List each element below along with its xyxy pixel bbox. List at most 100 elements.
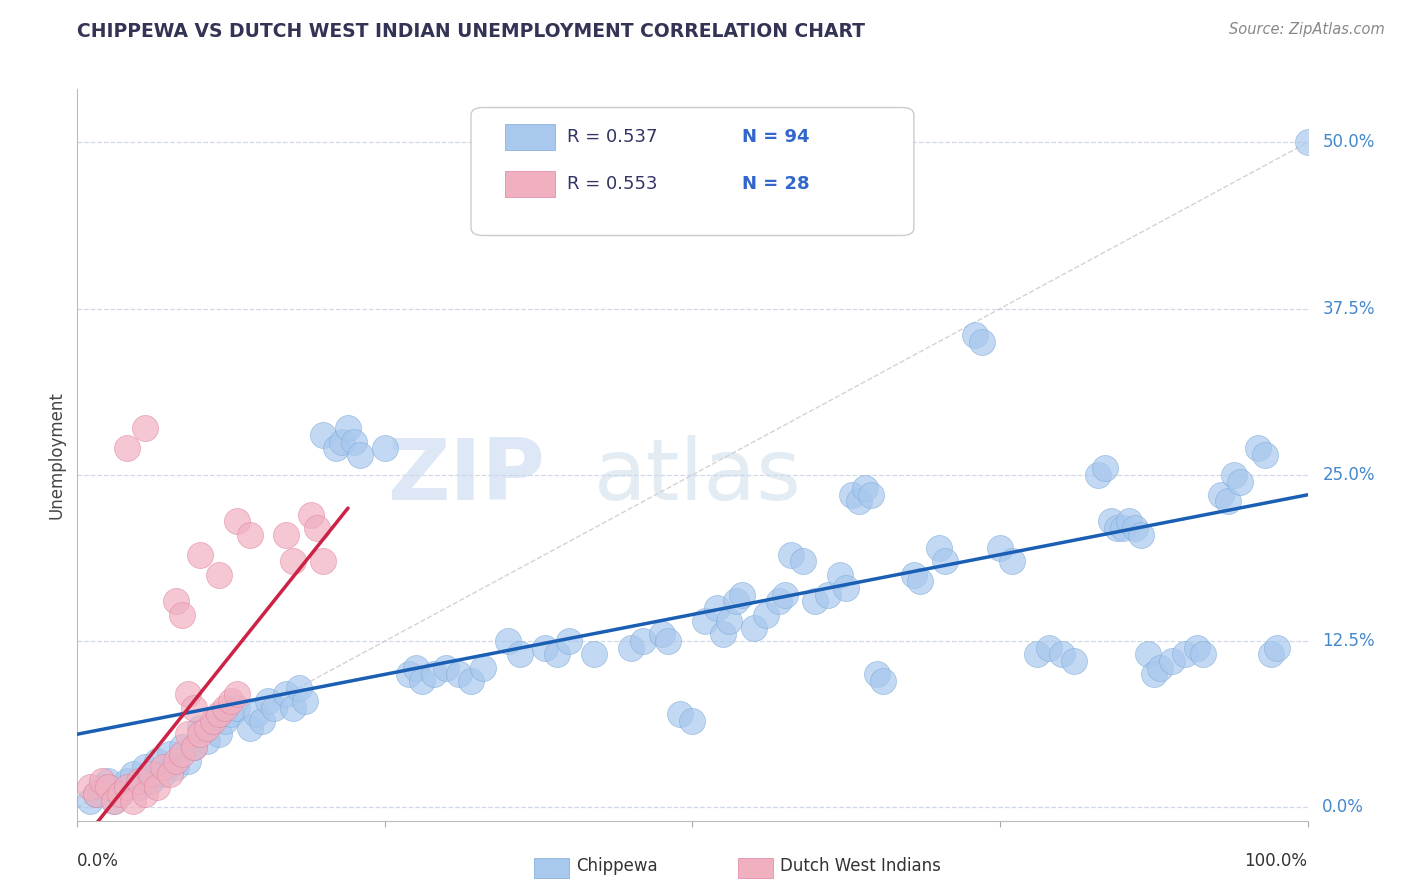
Point [79,794,101,808]
Point [682,714,704,728]
Text: atlas: atlas [595,435,801,518]
Point [755,607,778,622]
Point [1143,667,1166,681]
Text: 0.0%: 0.0% [77,852,120,870]
Point [90,780,114,795]
Point [79,780,101,795]
Point [165,594,187,608]
Text: 100.0%: 100.0% [1244,852,1308,870]
Point [558,634,581,648]
Point [134,421,156,435]
Point [374,442,396,456]
Point [115,442,138,456]
Point [165,754,187,768]
Point [307,521,329,535]
Point [239,527,262,541]
Point [226,515,249,529]
Point [436,661,458,675]
Point [546,648,568,662]
FancyBboxPatch shape [506,124,555,150]
Point [718,614,741,628]
Point [534,640,557,655]
Point [201,714,224,728]
Point [411,673,433,688]
Point [509,648,531,662]
Text: 37.5%: 37.5% [1323,300,1375,318]
Point [1136,648,1159,662]
Point [214,714,236,728]
Point [1087,467,1109,482]
Point [343,434,366,449]
Point [312,428,335,442]
Point [1216,494,1239,508]
Point [170,740,193,755]
Point [146,754,169,768]
Point [134,787,156,801]
Point [1192,648,1215,662]
FancyBboxPatch shape [506,171,555,197]
Text: Chippewa: Chippewa [576,857,658,875]
Point [859,488,882,502]
FancyBboxPatch shape [471,108,914,235]
Point [276,687,298,701]
Point [288,681,311,695]
Point [299,508,322,522]
Point [115,780,138,795]
Point [84,787,107,801]
Point [195,721,218,735]
Point [780,548,803,562]
Point [768,594,790,608]
Point [97,773,120,788]
Point [349,448,371,462]
Point [706,600,728,615]
Point [1001,554,1024,568]
Text: 50.0%: 50.0% [1323,134,1375,152]
Point [219,694,242,708]
Point [835,581,858,595]
Point [257,694,280,708]
Point [398,667,420,681]
Point [1026,648,1049,662]
Point [472,661,495,675]
Point [152,760,174,774]
Point [177,687,200,701]
Text: R = 0.553: R = 0.553 [567,176,658,194]
Point [830,567,852,582]
Point [152,767,174,781]
Point [84,787,107,801]
Text: Source: ZipAtlas.com: Source: ZipAtlas.com [1229,22,1385,37]
Point [146,780,169,795]
Point [1161,654,1184,668]
Point [773,588,796,602]
Point [817,588,839,602]
Point [496,634,519,648]
Point [633,634,655,648]
Point [1050,648,1073,662]
Point [928,541,950,555]
Point [1094,461,1116,475]
Point [1174,648,1197,662]
Point [103,794,125,808]
Point [239,721,262,735]
Point [1296,136,1319,150]
Point [188,548,212,562]
Point [693,614,716,628]
Point [1223,467,1246,482]
Point [657,634,679,648]
Point [1229,475,1251,489]
Point [170,747,193,761]
Point [1211,488,1233,502]
Text: N = 28: N = 28 [742,176,810,194]
Point [866,667,889,681]
Point [183,740,205,755]
Point [97,780,120,795]
Point [103,794,125,808]
Point [1063,654,1085,668]
Point [226,700,249,714]
Point [848,494,870,508]
Point [711,627,734,641]
Point [460,673,482,688]
Point [276,527,298,541]
Point [115,773,138,788]
Point [110,787,132,801]
